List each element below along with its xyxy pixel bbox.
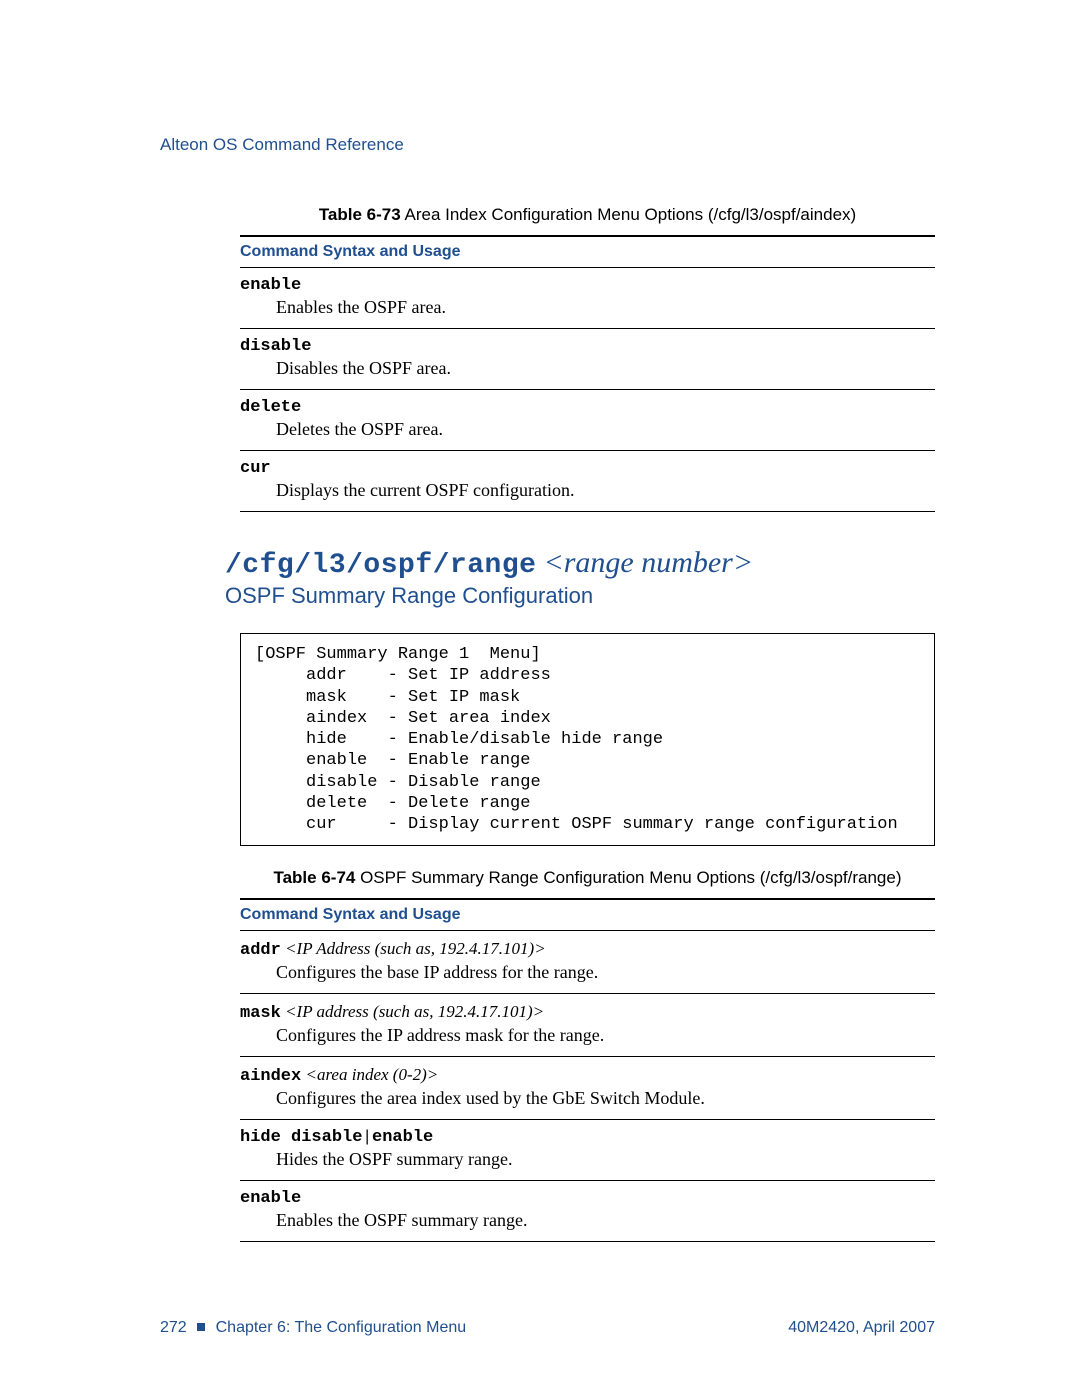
command-name: hide disable [240,1128,362,1147]
chapter-title: Chapter 6: The Configuration Menu [216,1319,467,1336]
code-line: disable - Disable range [255,773,541,792]
caption-rest: Area Index Configuration Menu Options (/… [401,205,856,224]
table-row: addr <IP Address (such as, 192.4.17.101)… [240,931,935,994]
table-6-74: Table 6-74 OSPF Summary Range Configurat… [240,868,935,1242]
page-footer: 272 Chapter 6: The Configuration Menu 40… [160,1319,935,1337]
command-desc: Enables the OSPF summary range. [276,1210,935,1231]
code-line: cur - Display current OSPF summary range… [255,815,898,834]
command-desc: Configures the area index used by the Gb… [276,1088,935,1109]
table-6-73: Table 6-73 Area Index Configuration Menu… [240,205,935,512]
command-desc: Enables the OSPF area. [276,297,935,318]
table-row: delete Deletes the OSPF area. [240,390,935,451]
command-param: <IP address (such as, 192.4.17.101)> [281,1002,544,1021]
code-line: enable - Enable range [255,751,530,770]
caption-rest: OSPF Summary Range Configuration Menu Op… [355,868,901,887]
heading-param: <range number> [543,546,753,579]
command-desc: Hides the OSPF summary range. [276,1149,935,1170]
command-desc: Deletes the OSPF area. [276,419,935,440]
caption-bold: Table 6-73 [319,205,401,224]
command-name: cur [240,459,271,478]
table-caption: Table 6-73 Area Index Configuration Menu… [240,205,935,225]
table-row: disable Disables the OSPF area. [240,329,935,390]
menu-listing: [OSPF Summary Range 1 Menu] addr - Set I… [240,633,935,846]
command-desc: Configures the IP address mask for the r… [276,1025,935,1046]
command-name: aindex [240,1067,301,1086]
command-param: <IP Address (such as, 192.4.17.101)> [281,939,546,958]
command-desc: Configures the base IP address for the r… [276,962,935,983]
code-line: addr - Set IP address [255,666,551,685]
table-row: enable Enables the OSPF summary range. [240,1181,935,1242]
table-caption: Table 6-74 OSPF Summary Range Configurat… [240,868,935,888]
table-row: hide disable|enable Hides the OSPF summa… [240,1120,935,1181]
code-line: mask - Set IP mask [255,688,520,707]
page-number: 272 [160,1319,187,1336]
footer-left: 272 Chapter 6: The Configuration Menu [160,1319,466,1337]
command-name-alt: enable [372,1128,433,1147]
heading-cmd: /cfg/l3/ospf/range [225,550,536,581]
code-line: delete - Delete range [255,794,530,813]
page: Alteon OS Command Reference Table 6-73 A… [0,0,1080,1397]
command-desc: Disables the OSPF area. [276,358,935,379]
table-row: mask <IP address (such as, 192.4.17.101)… [240,994,935,1057]
column-header: Command Syntax and Usage [240,900,935,931]
command-name: mask [240,1004,281,1023]
footer-right: 40M2420, April 2007 [788,1319,935,1337]
code-line: aindex - Set area index [255,709,551,728]
code-line: hide - Enable/disable hide range [255,730,663,749]
code-line: [OSPF Summary Range 1 Menu] [255,645,541,664]
table-row: enable Enables the OSPF area. [240,268,935,329]
command-name: addr [240,941,281,960]
caption-bold: Table 6-74 [273,868,355,887]
pipe-separator: | [362,1128,372,1146]
column-header: Command Syntax and Usage [240,237,935,268]
running-header: Alteon OS Command Reference [160,135,935,155]
square-bullet-icon [197,1323,205,1331]
command-name: enable [240,1189,301,1208]
table-row: cur Displays the current OSPF configurat… [240,451,935,512]
heading-line: /cfg/l3/ospf/range <range number> [225,546,935,581]
command-desc: Displays the current OSPF configuration. [276,480,935,501]
command-param: <area index (0-2)> [301,1065,438,1084]
heading-subtitle: OSPF Summary Range Configuration [225,583,935,609]
section-heading: /cfg/l3/ospf/range <range number> OSPF S… [225,546,935,609]
command-name: disable [240,337,311,356]
table-row: aindex <area index (0-2)> Configures the… [240,1057,935,1120]
command-name: delete [240,398,301,417]
command-name: enable [240,276,301,295]
